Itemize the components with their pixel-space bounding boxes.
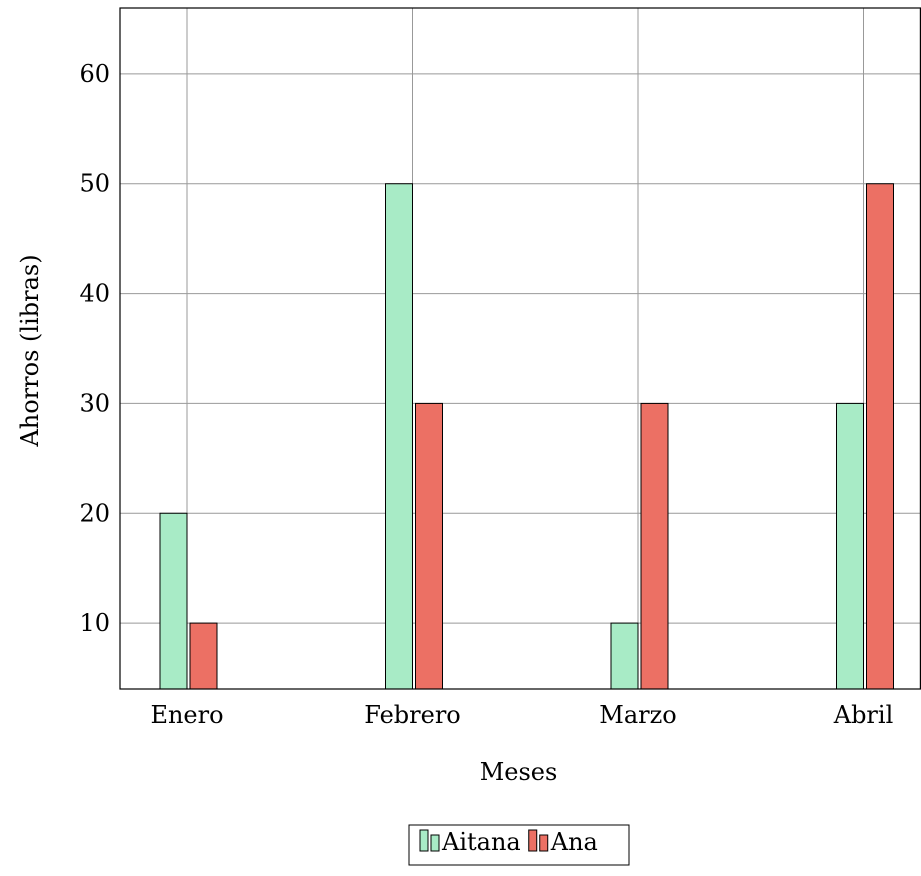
legend-label: Aitana (441, 828, 521, 856)
x-axis-label: Meses (480, 758, 558, 786)
bars (159, 183, 894, 690)
legend-label: Ana (550, 828, 598, 856)
y-tick-label: 10 (79, 609, 110, 637)
legend: Aitana Ana (408, 824, 630, 866)
y-axis-label: Ahorros (libras) (16, 254, 44, 447)
grid-lines (120, 8, 921, 689)
x-tick-labels: Enero Febrero Marzo Abril (150, 701, 893, 729)
x-tick-label: Abril (833, 701, 894, 729)
legend-swatch (430, 834, 440, 852)
bar-aitana-abril (836, 402, 864, 690)
y-tick-label: 30 (79, 389, 110, 417)
bar-aitana-febrero (385, 183, 413, 690)
bar-ana-abril (866, 183, 894, 690)
y-tick-label: 40 (79, 280, 110, 308)
bar-ana-febrero (415, 402, 443, 690)
y-tick-label: 50 (79, 170, 110, 198)
bar-aitana-marzo (610, 622, 639, 690)
x-tick-label: Enero (150, 701, 223, 729)
legend-box (408, 824, 630, 866)
plot-frame (119, 7, 921, 690)
bar-ana-marzo (640, 402, 669, 690)
legend-swatch (539, 834, 549, 852)
legend-swatch (419, 829, 429, 852)
bar-ana-enero (189, 622, 218, 690)
legend-swatch (528, 829, 538, 852)
y-tick-label: 20 (79, 499, 110, 527)
x-tick-label: Marzo (599, 701, 676, 729)
y-tick-labels: 10 20 30 40 50 60 (79, 60, 110, 637)
x-tick-label: Febrero (364, 701, 461, 729)
bar-aitana-enero (159, 512, 188, 690)
y-tick-label: 60 (79, 60, 110, 88)
